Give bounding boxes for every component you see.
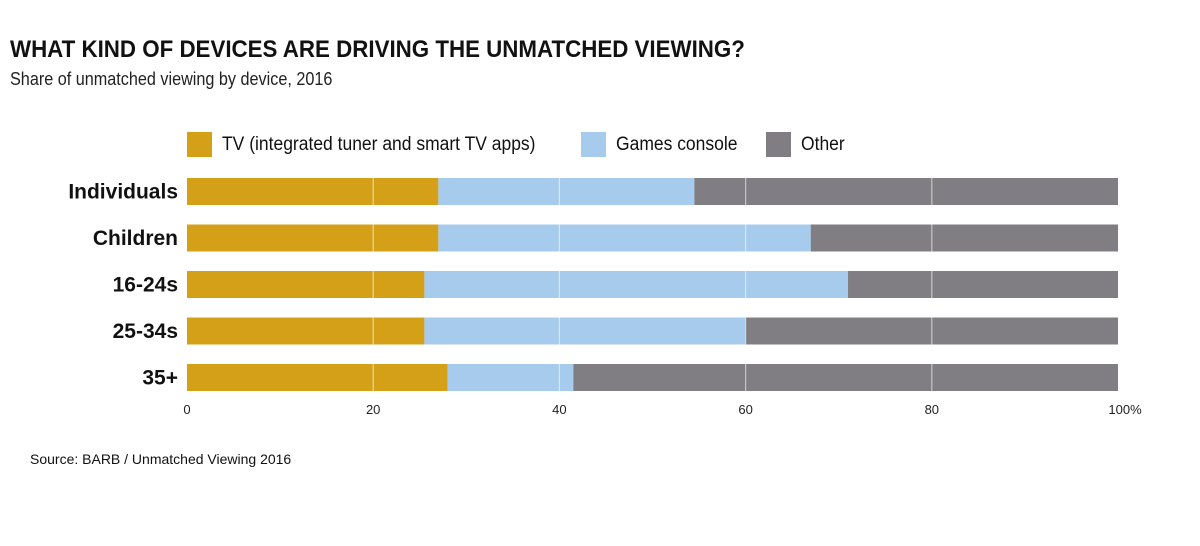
category-label-individuals: Individuals	[68, 181, 178, 204]
bar-segment-16-24s-other	[848, 271, 1118, 298]
bar-segment-children-other	[810, 224, 1118, 252]
bar-segment-35-games-console	[447, 364, 574, 391]
bar-segment-individuals-games-console	[438, 178, 695, 205]
legend-swatch-games-console	[580, 132, 606, 157]
category-label-35: 35+	[142, 367, 178, 390]
bar-segment-35-tv	[187, 364, 448, 391]
bar-segment-16-24s-tv	[187, 271, 425, 298]
legend-swatch-other	[765, 132, 791, 157]
category-label-children: Children	[93, 227, 178, 250]
legend-label-tv: TV (integrated tuner and smart TV apps)	[222, 133, 536, 155]
legend-swatch-tv	[187, 132, 212, 157]
legend: TV (integrated tuner and smart TV apps) …	[187, 132, 866, 157]
bar-segment-25-34s-tv	[187, 317, 425, 345]
x-tick-label-0: 0	[183, 402, 190, 417]
x-tick-label-20: 20	[366, 402, 380, 417]
chart-title: WHAT KIND OF DEVICES ARE DRIVING THE UNM…	[10, 36, 745, 63]
bar-segment-individuals-tv	[187, 178, 439, 205]
bar-segment-children-tv	[187, 224, 439, 252]
legend-label-games-console: Games console	[615, 133, 738, 155]
bar-segment-children-games-console	[438, 224, 811, 252]
x-tick-label-100: 100%	[1108, 402, 1142, 417]
x-tick-label-80: 80	[925, 402, 939, 417]
bar-segment-individuals-other	[694, 178, 1118, 205]
bar-segment-16-24s-games-console	[424, 271, 849, 298]
source-note: Source: BARB / Unmatched Viewing 2016	[30, 451, 292, 467]
x-tick-label-40: 40	[552, 402, 566, 417]
bar-segment-25-34s-games-console	[424, 317, 746, 345]
category-label-16-24s: 16-24s	[113, 274, 178, 297]
legend-item-other: Other	[765, 132, 849, 157]
chart-subtitle: Share of unmatched viewing by device, 20…	[10, 69, 333, 89]
legend-label-other: Other	[800, 133, 845, 155]
legend-item-games-console: Games console	[580, 132, 748, 157]
bar-segment-35-other	[573, 364, 1118, 391]
legend-item-tv: TV (integrated tuner and smart TV apps)	[187, 132, 563, 157]
category-label-25-34s: 25-34s	[113, 320, 178, 343]
x-tick-label-60: 60	[738, 402, 752, 417]
